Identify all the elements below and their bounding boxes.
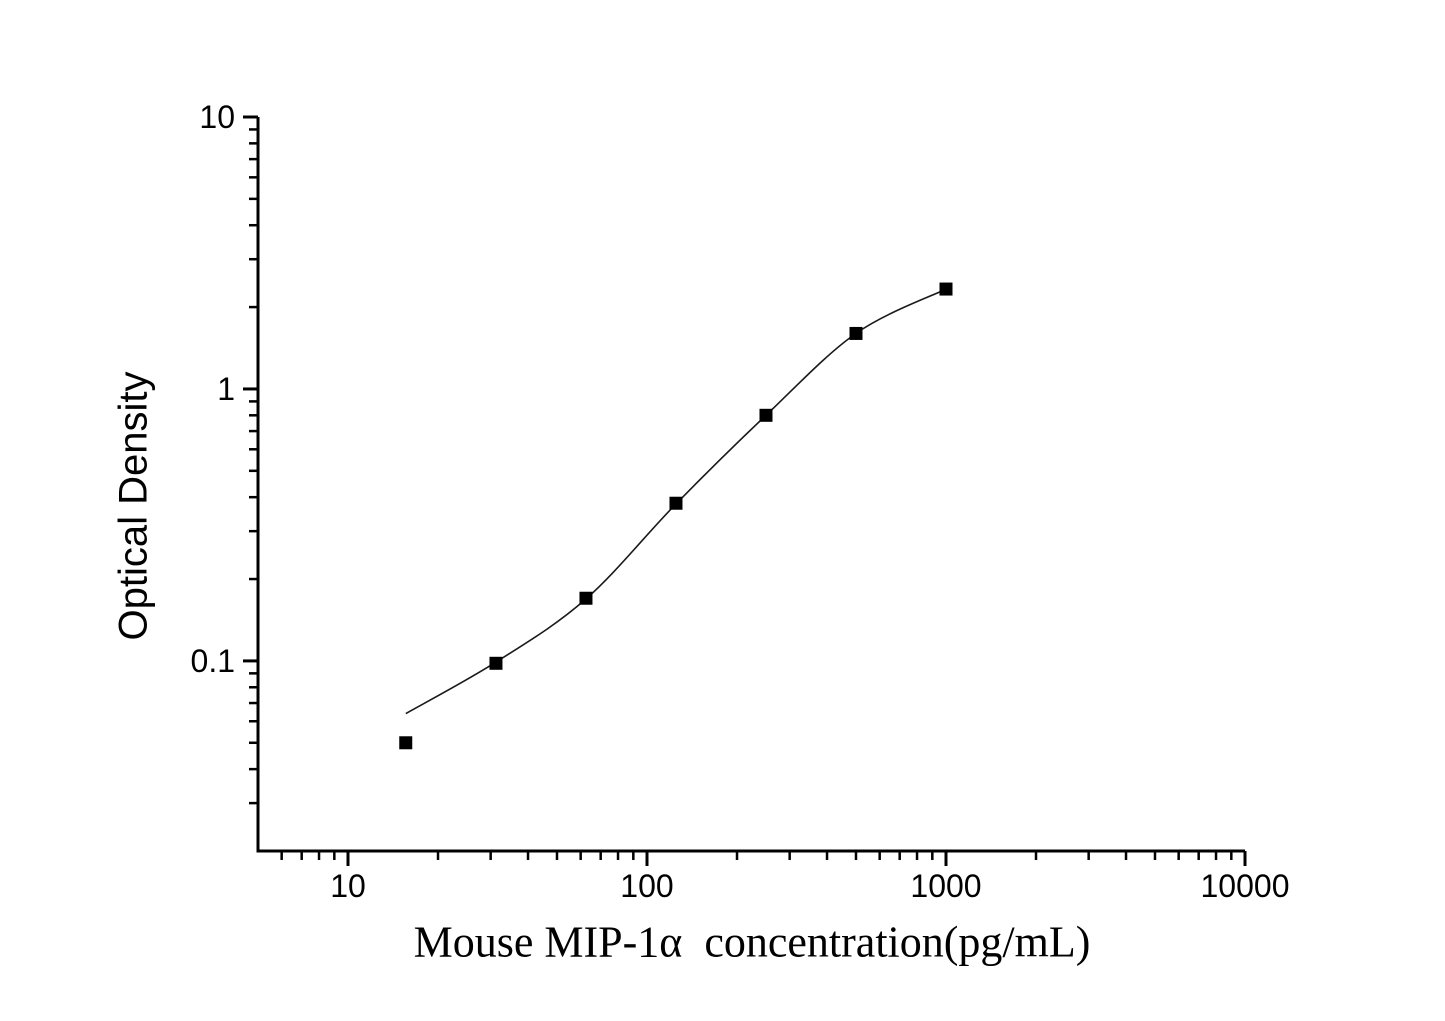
y-tick-label: 0.1 [191,643,235,679]
y-tick-label: 1 [217,371,235,407]
x-tick-label: 10 [330,868,366,904]
data-point-marker [759,408,773,422]
data-point-marker [669,496,683,510]
data-point-marker [489,656,503,670]
y-axis-title: Optical Density [111,371,156,641]
data-point-marker [399,736,413,750]
y-tick-label: 10 [199,99,235,135]
data-point-marker [849,326,863,340]
x-tick-label: 1000 [910,868,981,904]
data-point-marker [939,282,953,296]
x-tick-label: 100 [620,868,673,904]
x-tick-label: 10000 [1201,868,1290,904]
x-axis-title: Mouse MIP-1α concentration(pg/mL) [413,917,1091,967]
data-point-marker [579,591,593,605]
